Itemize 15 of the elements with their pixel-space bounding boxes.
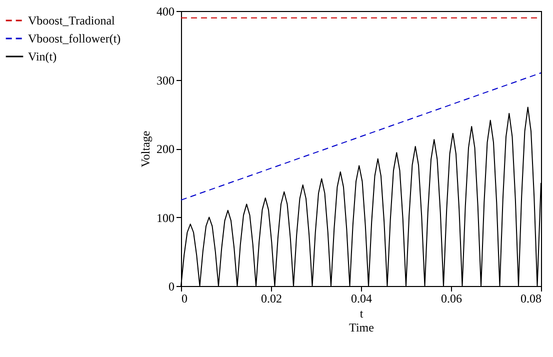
x-tick-label: 0.02: [261, 292, 282, 306]
x-tick-label: 0.08: [520, 292, 542, 306]
x-tick-label: 0: [182, 292, 188, 306]
y-tick-label: 0: [168, 280, 174, 294]
y-tick-label: 300: [156, 73, 174, 88]
x-tick-label: 0.04: [351, 292, 372, 306]
y-tick-label: 100: [156, 210, 174, 225]
legend-label: Vin(t): [28, 50, 57, 64]
y-tick-label: 400: [156, 4, 174, 18]
x-axis-title: t Time: [349, 306, 374, 334]
legend-label: Vboost_follower(t): [28, 32, 121, 46]
y-axis-title: Voltage: [138, 130, 152, 168]
x-tick-label: 0.06: [441, 292, 462, 306]
y-tick-label: 200: [156, 142, 174, 156]
legend-label: Vboost_Tradional: [28, 14, 116, 28]
